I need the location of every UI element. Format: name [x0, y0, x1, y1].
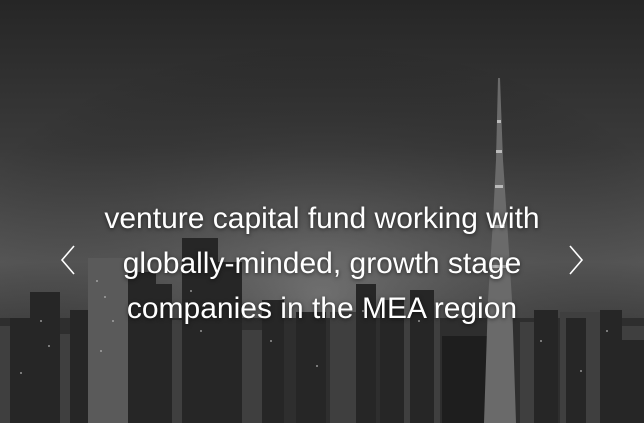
- hero-caption-line: globally-minded, growth stage: [122, 247, 522, 280]
- carousel-prev-button[interactable]: [56, 240, 80, 280]
- chevron-left-icon: [60, 245, 75, 275]
- hero-caption-line: companies in the MEA region: [126, 292, 518, 325]
- hero-caption-line: venture capital fund working with: [104, 202, 540, 235]
- carousel-next-button[interactable]: [564, 240, 588, 280]
- chevron-right-icon: [569, 245, 584, 275]
- hero-caption: venture capital fund working with global…: [70, 196, 574, 331]
